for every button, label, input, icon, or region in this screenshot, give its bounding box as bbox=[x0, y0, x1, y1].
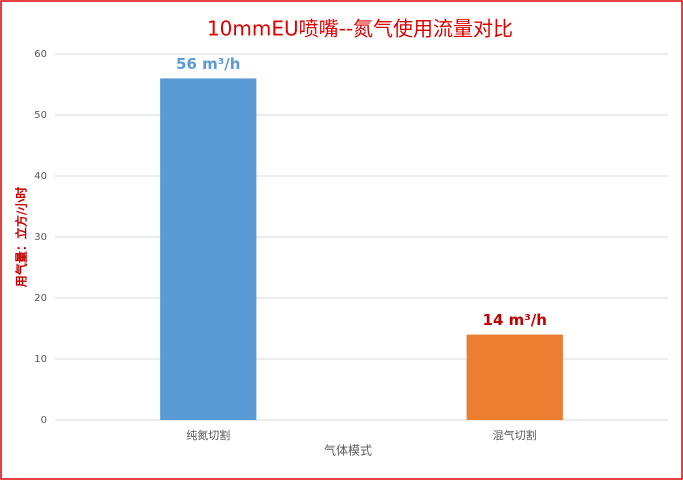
x-axis-label: 气体模式 bbox=[324, 443, 372, 458]
value-label: 14 m³/h bbox=[483, 311, 547, 329]
y-tick-label: 20 bbox=[34, 293, 47, 304]
x-tick-label: 纯氮切割 bbox=[186, 428, 230, 442]
y-tick-label: 0 bbox=[41, 415, 47, 426]
y-tick-label: 10 bbox=[34, 354, 47, 365]
x-tick-label: 混气切割 bbox=[493, 428, 537, 442]
y-tick-label: 30 bbox=[34, 232, 47, 243]
y-tick-label: 40 bbox=[34, 171, 47, 182]
y-tick-label: 60 bbox=[34, 49, 47, 60]
y-tick-label: 50 bbox=[34, 110, 47, 121]
bar bbox=[466, 334, 563, 420]
bar bbox=[160, 78, 257, 421]
y-axis-label: 用气量：立方/小时 bbox=[14, 187, 29, 288]
value-label: 56 m³/h bbox=[176, 55, 240, 73]
chart-title: 10mmEU喷嘴--氮气使用流量对比 bbox=[207, 17, 513, 41]
